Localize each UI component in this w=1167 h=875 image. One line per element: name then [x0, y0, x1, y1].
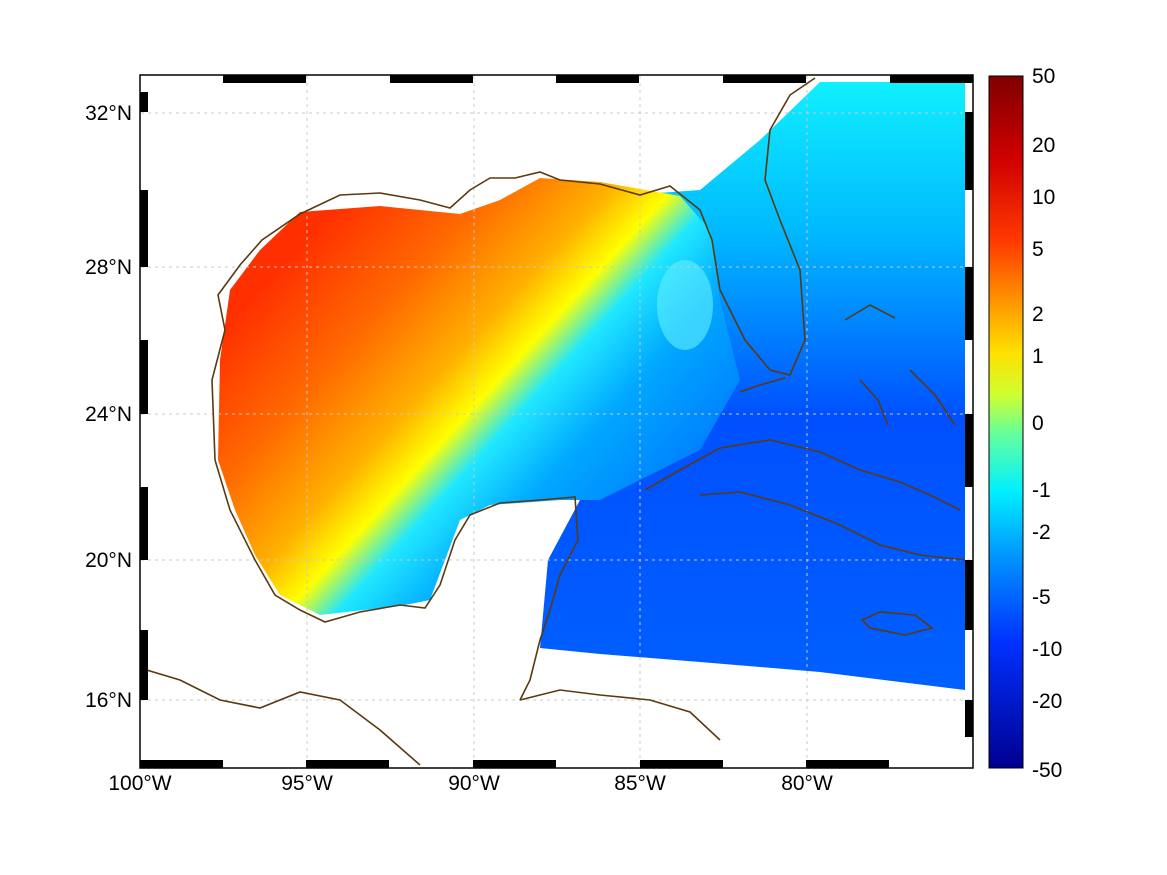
coast-central-america [140, 667, 421, 766]
colorbar-label: 50 [1032, 65, 1055, 88]
colorbar-label: 5 [1032, 238, 1044, 261]
colorbar-label: -1 [1032, 479, 1051, 502]
lon-tick-label: 80°W [781, 772, 833, 795]
loop-current-eddy [657, 260, 713, 350]
colorbar-label: -2 [1032, 521, 1051, 544]
colorbar-label: 2 [1032, 303, 1044, 326]
map-frame [139, 74, 974, 769]
colorbar-label: 0 [1032, 412, 1044, 435]
lat-tick-labels: 32°N 28°N 24°N 20°N 16°N [85, 102, 132, 712]
colorbar-gradient [988, 75, 1024, 769]
colorbar-label: 1 [1032, 345, 1044, 368]
frame-right-segments [965, 112, 973, 737]
lon-tick-labels: 100°W 95°W 90°W 85°W 80°W [108, 772, 833, 795]
coastlines [140, 77, 966, 766]
coast-mexico [214, 459, 579, 701]
coast-bahamas [844, 304, 956, 426]
field-gulf [218, 178, 740, 615]
lat-tick-label: 32°N [85, 102, 132, 125]
colorbar-labels: 50 20 10 5 2 1 0 -1 -2 -5 -10 -20 -50 [1032, 65, 1062, 782]
frame-left-segments [140, 92, 148, 700]
colorbar-label: 20 [1032, 134, 1055, 157]
coast-cuba [644, 439, 961, 511]
colorbar-label: -10 [1032, 638, 1062, 661]
lon-tick-label: 100°W [108, 772, 171, 795]
lon-tick-label: 90°W [448, 772, 500, 795]
colorbar-label: -20 [1032, 690, 1062, 713]
coast-cuba-south [699, 491, 966, 561]
lat-tick-label: 28°N [85, 256, 132, 279]
lon-tick-label: 95°W [281, 772, 333, 795]
frame-top-segments [223, 75, 973, 83]
coast-us-gulf [211, 77, 816, 461]
colorbar-label: -50 [1032, 759, 1062, 782]
colorbar-label: 10 [1032, 186, 1055, 209]
lat-tick-label: 20°N [85, 549, 132, 572]
coast-jamaica [860, 611, 934, 636]
coast-honduras [519, 689, 721, 741]
frame-bottom-segments [140, 760, 889, 768]
lat-tick-label: 24°N [85, 403, 132, 426]
gridlines [141, 76, 972, 767]
coast-florida-keys [739, 377, 786, 393]
lat-tick-label: 16°N [85, 689, 132, 712]
colorbar-label: -5 [1032, 586, 1051, 609]
data-field [218, 82, 965, 690]
lon-tick-label: 85°W [614, 772, 666, 795]
colorbar: 50 20 10 5 2 1 0 -1 -2 -5 -10 -20 -50 [988, 65, 1062, 782]
